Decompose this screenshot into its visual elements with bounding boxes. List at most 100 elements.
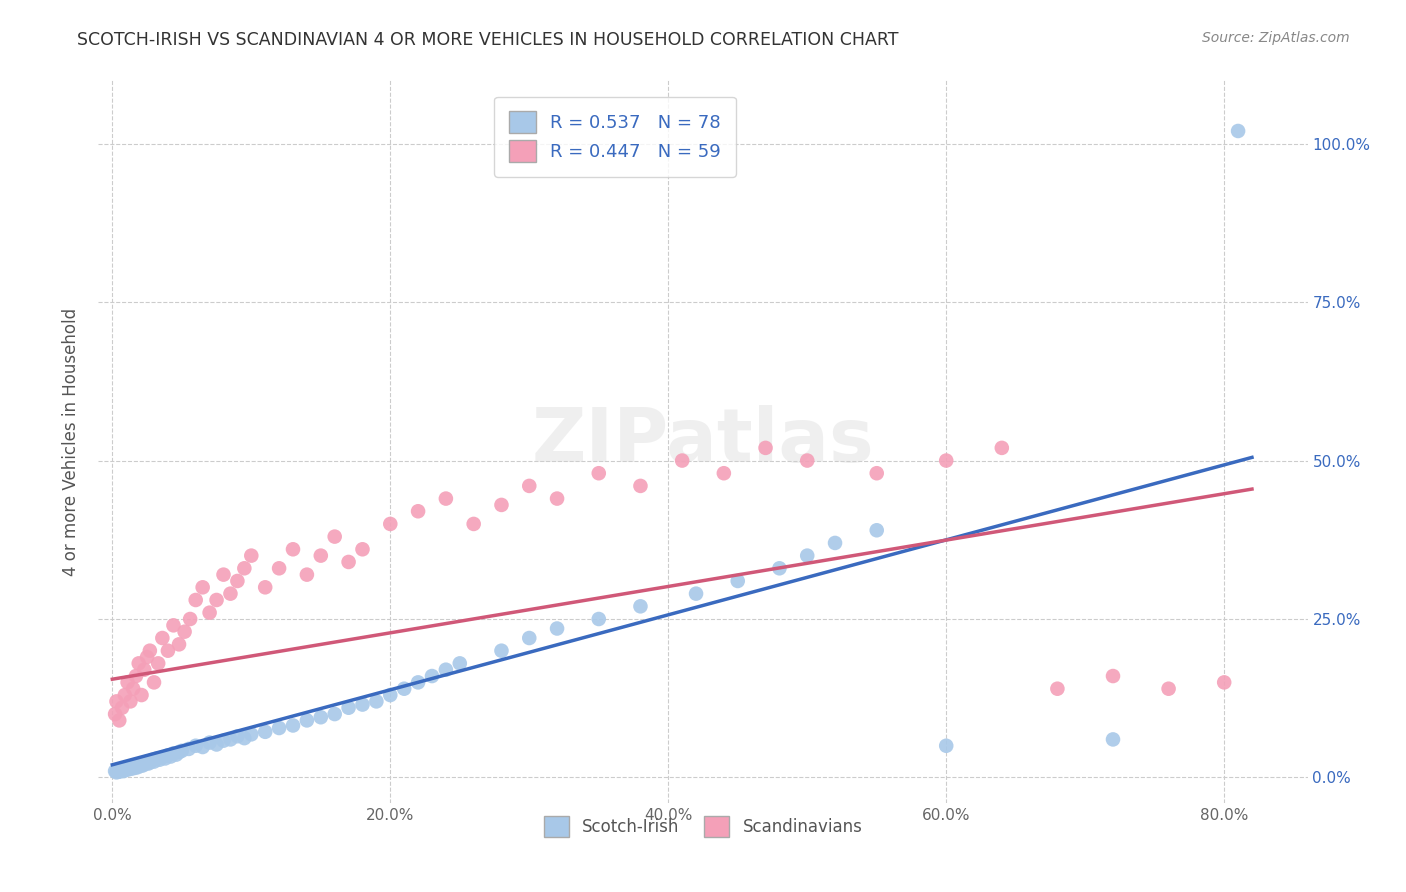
Point [153,751,176,765]
Point [150,631,173,645]
Point [366,694,388,708]
Point [156,748,179,763]
Point [205,593,228,607]
Point [179,612,201,626]
Point [935,453,957,467]
Point [104,707,127,722]
Point [337,555,360,569]
Point [111,762,134,776]
Point [129,759,152,773]
Point [143,755,166,769]
Point [146,751,169,765]
Point [685,587,707,601]
Point [449,657,471,671]
Point [167,745,190,759]
Point [135,756,157,770]
Point [309,549,332,563]
Point [134,757,156,772]
Point [167,637,190,651]
Point [630,479,652,493]
Point [120,760,142,774]
Point [156,643,179,657]
Point [177,742,200,756]
Text: SCOTCH-IRISH VS SCANDINAVIAN 4 OR MORE VEHICLES IN HOUSEHOLD CORRELATION CHART: SCOTCH-IRISH VS SCANDINAVIAN 4 OR MORE V… [77,31,898,49]
Point [107,763,129,777]
Point [141,754,163,768]
Point [219,587,242,601]
Point [122,759,145,773]
Text: ZIPatlas: ZIPatlas [531,405,875,478]
Point [269,721,291,735]
Point [420,669,443,683]
Point [121,762,143,776]
Point [111,700,134,714]
Point [139,756,162,770]
Point [323,707,346,722]
Point [254,580,277,594]
Point [380,688,402,702]
Legend: Scotch-Irish, Scandinavians: Scotch-Irish, Scandinavians [536,808,870,845]
Text: Source: ZipAtlas.com: Source: ZipAtlas.com [1202,31,1350,45]
Point [281,542,304,557]
Point [108,764,131,779]
Point [1102,732,1125,747]
Point [406,504,429,518]
Point [131,756,153,771]
Point [124,761,146,775]
Point [114,762,136,776]
Point [824,536,846,550]
Point [120,694,142,708]
Point [142,753,165,767]
Point [136,650,159,665]
Point [866,467,889,481]
Point [139,643,162,657]
Point [110,764,132,778]
Point [173,624,195,639]
Point [295,714,318,728]
Point [128,757,150,772]
Point [352,698,374,712]
Point [184,593,207,607]
Point [118,762,141,776]
Point [240,727,263,741]
Point [768,561,790,575]
Point [491,643,513,657]
Point [148,657,170,671]
Point [281,718,304,732]
Point [295,567,318,582]
Point [337,700,360,714]
Point [198,735,221,749]
Point [105,694,128,708]
Point [517,479,540,493]
Point [125,669,148,683]
Point [226,574,249,588]
Point [630,599,652,614]
Point [226,729,249,743]
Point [122,681,145,696]
Point [754,441,776,455]
Y-axis label: 4 or more Vehicles in Household: 4 or more Vehicles in Household [62,308,80,575]
Point [198,606,221,620]
Point [134,663,156,677]
Point [191,580,214,594]
Point [138,756,160,771]
Point [588,467,610,481]
Point [588,612,610,626]
Point [380,516,402,531]
Point [269,561,291,575]
Point [1046,681,1069,696]
Point [671,453,693,467]
Point [108,714,131,728]
Point [165,747,187,762]
Point [240,549,263,563]
Point [212,733,235,747]
Point [491,498,513,512]
Point [191,739,214,754]
Point [114,688,136,702]
Point [159,749,181,764]
Point [309,710,332,724]
Point [463,516,485,531]
Point [991,441,1014,455]
Point [1102,669,1125,683]
Point [131,688,153,702]
